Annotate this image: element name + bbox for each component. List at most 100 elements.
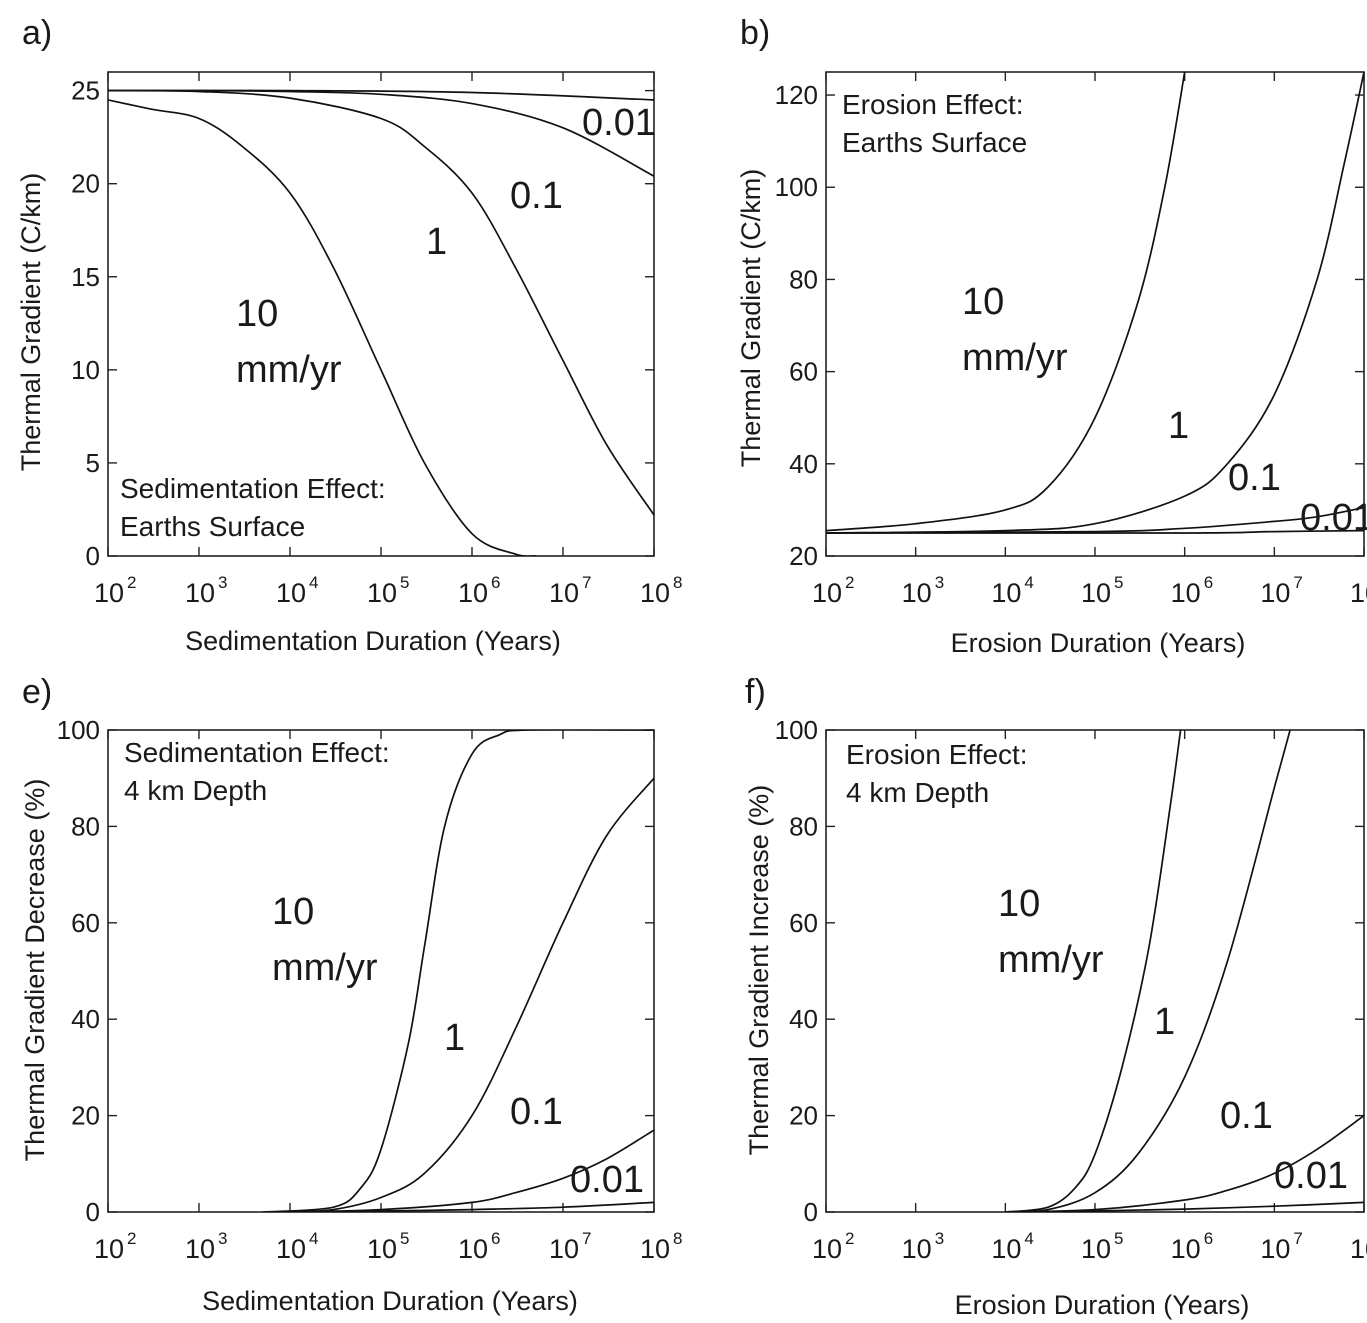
- panel-b: 102 103 104 105 106 107 108 20 40 60 80 100 120 0.01 0…: [736, 14, 1367, 658]
- x-tick-label: 10 5: [367, 1229, 410, 1264]
- x-tick-label: 10 2: [94, 573, 137, 608]
- series-label: 1: [444, 1017, 465, 1059]
- y-tick-label: 25: [71, 76, 100, 106]
- x-tick-label: 10 7: [549, 573, 592, 608]
- x-tick-label: 10 7: [1260, 573, 1303, 608]
- series-line: [289, 777, 654, 1212]
- series-label: 0.01: [1274, 1155, 1348, 1197]
- x-tick-label: 10 4: [991, 573, 1034, 608]
- series-label: 10 mm/yr: [236, 293, 342, 391]
- x-tick-label: 10 6: [458, 1229, 501, 1264]
- series-label: 10 mm/yr: [998, 883, 1104, 981]
- series-label: 0.1: [510, 175, 563, 217]
- series-label: 0.01: [1300, 497, 1367, 539]
- y-tick-label: 0: [804, 1197, 818, 1227]
- y-tick-label: 20: [71, 169, 100, 199]
- series-label: 0.1: [510, 1091, 563, 1133]
- panel-f: 102 103 104 105 106 107 108 0 20 40 60 80 100 0.010.1…: [744, 673, 1367, 1320]
- x-tick-label: 10 3: [902, 1229, 945, 1264]
- y-tick-label: 120: [775, 80, 818, 110]
- y-tick-label: 40: [789, 449, 818, 479]
- annotation: Sedimentation Effect: Earths Surface: [120, 473, 386, 542]
- panel-label: f): [745, 673, 766, 711]
- series-label: 10 mm/yr: [272, 891, 378, 989]
- y-axis-label: Thermal Gradient Decrease (%): [20, 779, 50, 1162]
- series-label: 1: [426, 221, 447, 263]
- y-tick-label: 5: [86, 448, 100, 478]
- y-tick-label: 0: [86, 1197, 100, 1227]
- y-tick-label: 20: [789, 541, 818, 571]
- x-tick-label: 10 3: [185, 1229, 228, 1264]
- series-line: [1005, 730, 1182, 1212]
- series-label: 1: [1154, 1001, 1175, 1043]
- x-tick-label: 10 2: [812, 1229, 855, 1264]
- x-tick-label: 10 7: [549, 1229, 592, 1264]
- y-tick-label: 80: [789, 264, 818, 294]
- y-tick-label: 40: [71, 1004, 100, 1034]
- x-tick-label: 10 5: [1081, 573, 1124, 608]
- y-tick-label: 40: [789, 1004, 818, 1034]
- series-label: 0.01: [570, 1159, 644, 1201]
- x-tick-label: 10 4: [991, 1229, 1034, 1264]
- annotation: Sedimentation Effect: 4 km Depth: [124, 737, 390, 806]
- series-line: [826, 72, 1186, 532]
- series-line: [289, 1129, 654, 1212]
- x-tick-label: 10 3: [902, 573, 945, 608]
- x-tick-label: 10 4: [276, 1229, 319, 1264]
- x-tick-label: 10 2: [94, 1229, 137, 1264]
- x-tick-label: 10 7: [1260, 1229, 1303, 1264]
- y-axis-label: Thermal Gradient (C/km): [736, 169, 766, 468]
- x-tick-label: 10 6: [458, 573, 501, 608]
- y-tick-label: 60: [789, 908, 818, 938]
- y-axis-label: Thermal Gradient (C/km): [16, 173, 46, 472]
- y-tick-label: 10: [71, 355, 100, 385]
- y-tick-label: 20: [71, 1101, 100, 1131]
- series-label: 1: [1168, 405, 1189, 447]
- y-tick-label: 60: [789, 357, 818, 387]
- x-axis-label: Erosion Duration (Years): [955, 1290, 1250, 1320]
- annotation: Erosion Effect: 4 km Depth: [846, 739, 1028, 808]
- x-tick-label: 10 5: [1081, 1229, 1124, 1264]
- series-label: 0.1: [1220, 1095, 1273, 1137]
- x-tick-label: 10 4: [276, 573, 319, 608]
- series-line: [826, 72, 1364, 534]
- x-tick-label: 10 3: [185, 573, 228, 608]
- panel-label: a): [22, 14, 52, 52]
- series-line: [108, 89, 654, 177]
- y-tick-label: 80: [789, 811, 818, 841]
- series-label: 0.01: [582, 102, 656, 144]
- x-axis-label: Sedimentation Duration (Years): [185, 626, 561, 656]
- x-tick-label: 10 6: [1171, 1229, 1214, 1264]
- series-line: [1005, 1114, 1364, 1212]
- y-tick-label: 20: [789, 1101, 818, 1131]
- series-line: [262, 730, 654, 1212]
- panel-label: b): [740, 14, 770, 52]
- y-tick-label: 15: [71, 262, 100, 292]
- x-tick-label: 108: [1350, 573, 1367, 608]
- x-axis-label: Sedimentation Duration (Years): [202, 1286, 578, 1316]
- series-line: [826, 506, 1364, 534]
- x-tick-label: 108: [1350, 1229, 1367, 1264]
- series-label: 10 mm/yr: [962, 281, 1068, 379]
- y-tick-label: 100: [775, 715, 818, 745]
- x-tick-label: 10 2: [812, 573, 855, 608]
- panel-a: 10 2 10 3 10 4 10 5 10 6 10 7 10 8 0 5 10 15 20 25 0.01 0.1 1 1…: [16, 14, 683, 656]
- x-tick-label: 10 6: [1171, 573, 1214, 608]
- y-tick-label: 100: [57, 715, 100, 745]
- annotation: Erosion Effect: Earths Surface: [842, 89, 1027, 158]
- y-tick-label: 0: [86, 541, 100, 571]
- panel-e: 10 2 10 3 10 4 10 5 10 6 10 7 10 8 0 20 40 60 80 100 0.010.1…: [20, 673, 683, 1316]
- series-label: 0.1: [1228, 457, 1281, 499]
- series-line: [1005, 730, 1291, 1212]
- x-axis-label: Erosion Duration (Years): [951, 628, 1246, 658]
- y-tick-label: 60: [71, 908, 100, 938]
- panel-label: e): [22, 673, 52, 711]
- series-line: [108, 89, 654, 516]
- y-tick-label: 80: [71, 811, 100, 841]
- y-axis-label: Thermal Gradient Increase (%): [744, 785, 774, 1156]
- y-tick-label: 100: [775, 172, 818, 202]
- x-tick-label: 10 5: [367, 573, 410, 608]
